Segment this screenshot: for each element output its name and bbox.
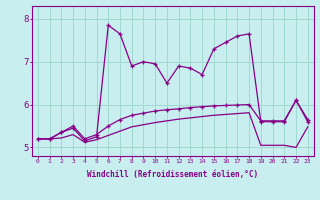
X-axis label: Windchill (Refroidissement éolien,°C): Windchill (Refroidissement éolien,°C) xyxy=(87,170,258,179)
